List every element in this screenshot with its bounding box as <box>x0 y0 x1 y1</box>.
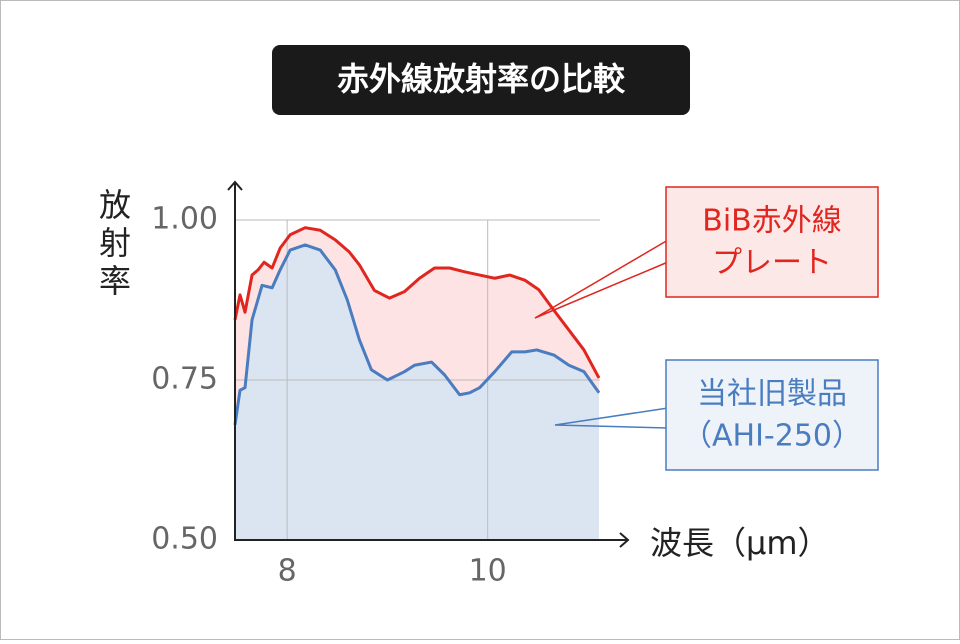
y-axis-label: 射 <box>99 224 131 262</box>
y-tick-label: 1.00 <box>151 202 218 237</box>
legend-box <box>665 359 879 471</box>
axes <box>234 182 628 541</box>
legend-label: BiB赤外線 <box>702 204 842 239</box>
x-tick-label: 8 <box>278 554 297 589</box>
legend-box <box>665 186 879 298</box>
legend-label: プレート <box>712 246 832 281</box>
y-axis-label: 率 <box>99 262 131 300</box>
y-tick-label: 0.75 <box>151 362 218 397</box>
legend-label: （AHI-250） <box>682 419 862 454</box>
x-tick-label: 10 <box>469 554 507 589</box>
legend-label: 当社旧製品 <box>697 377 847 412</box>
series-line <box>233 243 601 426</box>
callout-pointer <box>554 407 669 429</box>
title-box <box>272 45 690 115</box>
series-line <box>233 226 601 379</box>
y-tick-label: 0.50 <box>151 522 218 557</box>
y-axis-label: 放 <box>99 186 131 224</box>
x-axis-label: 波長（μm） <box>650 524 830 562</box>
callout-pointer <box>534 239 669 319</box>
arrow <box>227 180 243 191</box>
arrow <box>619 532 630 548</box>
area-fill <box>235 244 599 540</box>
chart-title: 赤外線放射率の比較 <box>337 60 626 98</box>
